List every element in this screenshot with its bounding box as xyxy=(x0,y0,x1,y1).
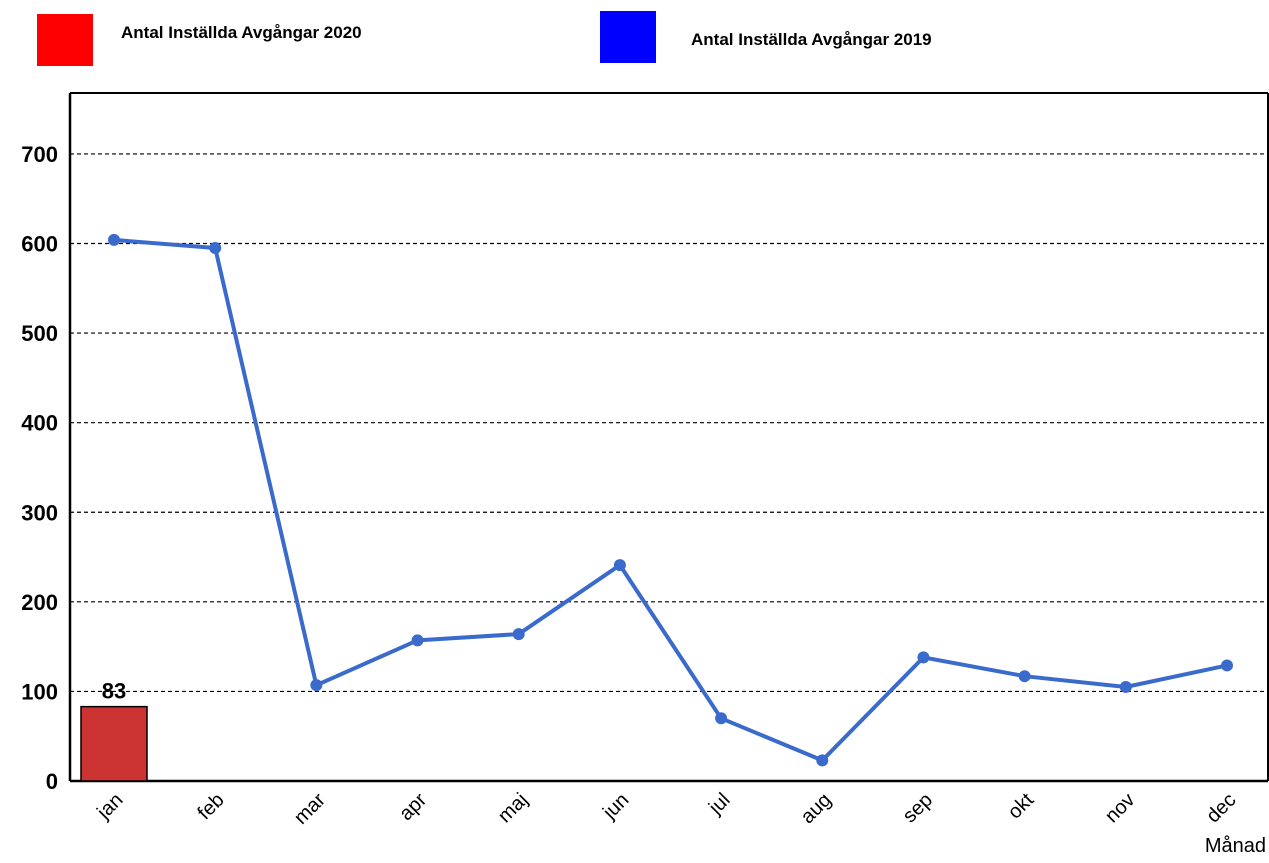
bar xyxy=(80,705,148,782)
y-tick-label: 500 xyxy=(21,321,58,346)
data-label: 83 xyxy=(102,679,126,704)
point xyxy=(411,634,424,647)
x-tick-label: jan xyxy=(92,789,127,824)
point xyxy=(310,679,323,692)
x-tick-label: nov xyxy=(1101,789,1139,827)
y-tick-label: 600 xyxy=(21,232,58,257)
x-tick-label: maj xyxy=(494,789,532,827)
x-tick-label: aug xyxy=(797,789,836,828)
point xyxy=(917,651,930,664)
line xyxy=(113,237,1228,763)
point xyxy=(816,754,829,767)
x-axis-label: Månad xyxy=(1205,835,1266,857)
legend-label: Antal Inställda Avgångar 2020 xyxy=(121,23,362,42)
y-tick-label: 0 xyxy=(46,769,58,794)
legend-swatch xyxy=(600,11,656,63)
y-tick-label: 300 xyxy=(21,500,58,525)
y-tick-label: 700 xyxy=(21,142,58,167)
x-tick-label: dec xyxy=(1202,789,1240,827)
point xyxy=(1018,670,1031,683)
point xyxy=(512,628,525,641)
point xyxy=(613,559,626,572)
point xyxy=(1221,659,1233,672)
point xyxy=(715,712,728,725)
x-tick-label: feb xyxy=(193,789,228,824)
y-tick-label: 400 xyxy=(21,411,58,436)
legend-label: Antal Inställda Avgångar 2019 xyxy=(691,30,932,49)
point xyxy=(1119,680,1132,693)
x-tick-label: apr xyxy=(395,789,431,825)
x-tick-label: jun xyxy=(598,789,633,824)
y-tick-label: 100 xyxy=(21,679,58,704)
x-tick-label: sep xyxy=(899,789,937,827)
y-tick-label: 200 xyxy=(21,590,58,615)
x-tick-label: okt xyxy=(1004,789,1039,824)
point xyxy=(108,233,120,246)
x-tick-label: mar xyxy=(290,789,330,829)
point xyxy=(209,241,222,254)
x-tick-label: jul xyxy=(704,789,734,819)
legend-swatch xyxy=(37,14,93,66)
